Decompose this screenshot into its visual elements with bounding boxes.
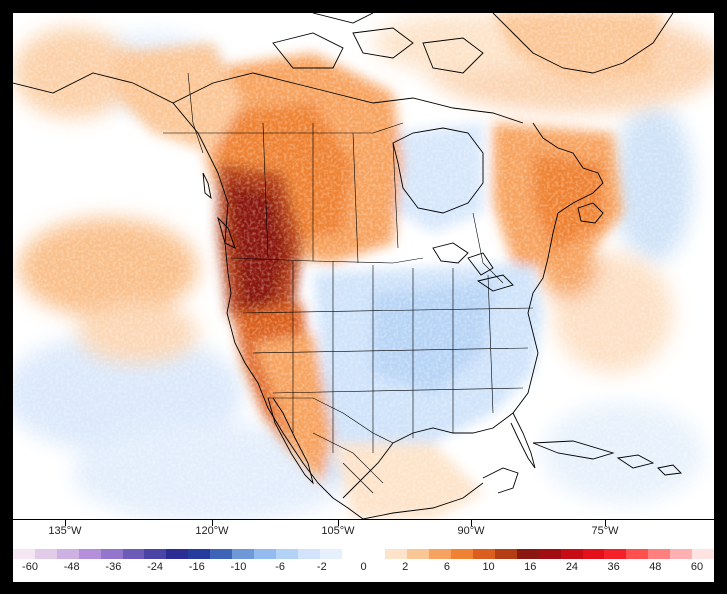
colorbar-swatch (78, 549, 101, 559)
colorbar-label: -6 (275, 561, 286, 573)
anomaly-map (13, 13, 714, 519)
colorbar-swatch (144, 549, 167, 559)
noise-texture (13, 13, 714, 519)
colorbar-swatch (319, 549, 342, 559)
colorbar-swatch (188, 549, 211, 559)
colorbar-swatch (232, 549, 254, 559)
colorbar-label: 0 (360, 561, 367, 573)
colorbar-swatch (34, 549, 57, 559)
colorbar-swatch (604, 549, 627, 559)
colorbar-label: 24 (565, 561, 579, 573)
colorbar-swatch (275, 549, 298, 559)
colorbar-swatch (648, 549, 671, 559)
longitude-label: 90°W (457, 525, 485, 537)
colorbar-label: -60 (22, 561, 38, 573)
colorbar-swatch (297, 549, 320, 559)
longitude-label: 105°W (321, 525, 355, 537)
longitude-tick (338, 520, 339, 526)
colorbar-label: -36 (105, 561, 122, 573)
colorbar-swatch (56, 549, 79, 559)
colorbar-swatch (560, 549, 583, 559)
colorbar-swatches (13, 549, 714, 559)
colorbar-label: 10 (482, 561, 495, 573)
colorbar-swatch (122, 549, 145, 559)
colorbar-swatch (341, 549, 364, 559)
longitude-axis: 135°W 120°W 105°W 90°W 75°W (13, 519, 714, 550)
colorbar-label: -10 (230, 561, 247, 573)
colorbar-swatch (429, 549, 452, 559)
colorbar-swatch (363, 549, 386, 559)
colorbar-swatch (494, 549, 517, 559)
colorbar-label: 2 (402, 561, 409, 573)
colorbar-swatch (13, 549, 35, 559)
colorbar-swatch (407, 549, 430, 559)
colorbar-swatch (385, 549, 408, 559)
longitude-label: 120°W (195, 525, 229, 537)
colorbar-swatch (473, 549, 495, 559)
longitude-label: 135°W (48, 525, 82, 537)
colorbar-swatch (626, 549, 649, 559)
longitude-tick (65, 520, 66, 526)
colorbar-label: 60 (690, 561, 704, 573)
colorbar-swatch (451, 549, 474, 559)
colorbar-swatch (100, 549, 123, 559)
colorbar-legend: -60 -48 -36 -24 -16 -10 -6 -2 0 2 6 10 16 24 36 48 60 (13, 549, 714, 582)
colorbar-swatch (670, 549, 693, 559)
colorbar-swatch (166, 549, 189, 559)
longitude-tick (471, 520, 472, 526)
longitude-tick (605, 520, 606, 526)
colorbar-swatch (692, 549, 714, 559)
colorbar-swatch (582, 549, 605, 559)
colorbar-label: 16 (524, 561, 537, 573)
colorbar-label: 36 (607, 561, 620, 573)
colorbar-label: -48 (63, 561, 80, 573)
colorbar-swatch (538, 549, 561, 559)
longitude-label: 75°W (591, 525, 619, 537)
colorbar-label: -24 (147, 561, 164, 573)
colorbar-label: 48 (649, 561, 662, 573)
colorbar-swatch (516, 549, 539, 559)
colorbar-label: -16 (188, 561, 205, 573)
longitude-tick (212, 520, 213, 526)
borders (163, 72, 534, 494)
colorbar-swatch (210, 549, 233, 559)
colorbar-swatch (253, 549, 276, 559)
colorbar-label: 6 (443, 561, 450, 573)
map-canvas (13, 13, 714, 519)
colorbar-label: -2 (316, 561, 327, 573)
